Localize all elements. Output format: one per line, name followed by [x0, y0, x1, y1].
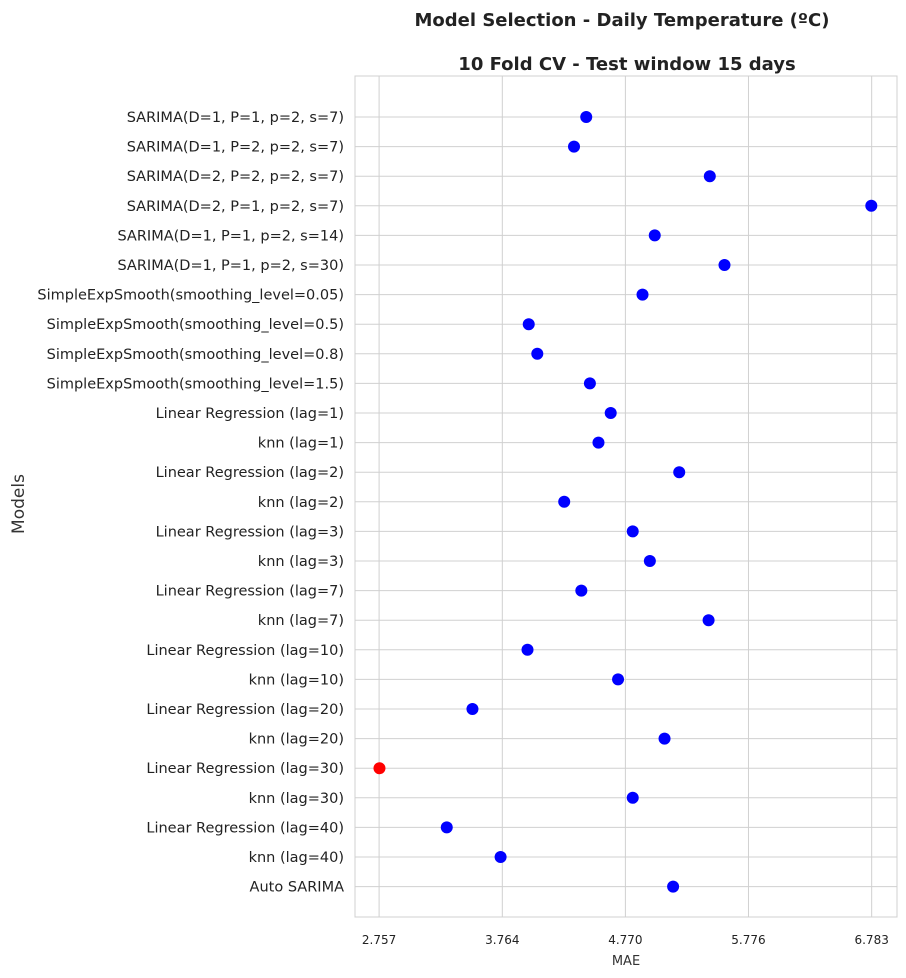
y-tick-label: Linear Regression (lag=40)	[146, 820, 344, 836]
data-point	[580, 111, 593, 123]
x-axis-label: MAE	[612, 954, 640, 969]
x-tick-label: 6.783	[854, 933, 888, 947]
data-point	[604, 407, 617, 419]
x-tick-label: 4.770	[608, 933, 642, 947]
data-point	[521, 643, 534, 656]
y-tick-label: knn (lag=3)	[258, 554, 344, 570]
data-point	[575, 584, 588, 597]
y-tick-label: SimpleExpSmooth(smoothing_level=0.05)	[37, 288, 344, 304]
x-tick-label: 3.764	[485, 933, 519, 947]
x-tick-label: 5.776	[731, 933, 765, 947]
data-points	[373, 111, 878, 893]
y-tick-label: SARIMA(D=1, P=1, p=2, s=30)	[117, 258, 344, 274]
data-point	[466, 703, 479, 715]
y-tick-label: knn (lag=7)	[258, 613, 344, 629]
data-point	[702, 614, 715, 627]
data-point	[718, 259, 731, 271]
y-tick-label: knn (lag=10)	[249, 672, 344, 688]
y-tick-label: SARIMA(D=1, P=1, p=2, s=14)	[117, 228, 344, 244]
y-tick-label: SARIMA(D=2, P=1, p=2, s=7)	[127, 199, 344, 215]
y-tick-label: Linear Regression (lag=3)	[156, 524, 344, 540]
data-point	[583, 377, 596, 390]
y-tick-label: Linear Regression (lag=2)	[156, 465, 344, 481]
y-tick-label: SARIMA(D=2, P=2, p=2, s=7)	[127, 169, 344, 185]
y-tick-label: Linear Regression (lag=1)	[156, 406, 344, 422]
data-point	[626, 791, 639, 804]
y-tick-label: SimpleExpSmooth(smoothing_level=1.5)	[47, 376, 344, 392]
data-point	[703, 170, 716, 183]
y-tick-label: knn (lag=2)	[258, 495, 344, 511]
data-point	[440, 821, 453, 834]
grid	[355, 76, 897, 917]
data-point	[648, 229, 661, 242]
y-tick-label: knn (lag=30)	[249, 791, 344, 807]
data-point	[592, 436, 605, 449]
y-tick-label: SimpleExpSmooth(smoothing_level=0.5)	[47, 317, 344, 333]
chart-title: 10 Fold CV - Test window 15 days	[458, 54, 795, 75]
y-tick-label: knn (lag=40)	[249, 850, 344, 866]
y-tick-label: Linear Regression (lag=10)	[146, 643, 344, 659]
y-tick-labels: SARIMA(D=1, P=1, p=2, s=7) SARIMA(D=1, P=…	[37, 110, 344, 896]
y-tick-label: SARIMA(D=1, P=2, p=2, s=7)	[127, 140, 344, 156]
y-tick-label: knn (lag=20)	[249, 732, 344, 748]
y-tick-label: Linear Regression (lag=7)	[156, 584, 344, 600]
y-tick-label: Auto SARIMA	[250, 880, 345, 896]
y-axis-label: Models	[9, 474, 29, 534]
data-point	[494, 851, 507, 863]
plot-area-frame	[354, 75, 898, 918]
data-point	[865, 199, 878, 212]
data-point	[558, 495, 571, 508]
data-point	[658, 732, 671, 745]
x-tick-label: 2.757	[362, 933, 396, 947]
chart-suptitle: Model Selection - Daily Temperature (ºC)	[415, 10, 830, 31]
y-tick-label: Linear Regression (lag=20)	[146, 702, 344, 718]
data-point	[522, 318, 535, 331]
data-point	[636, 288, 649, 301]
data-point	[568, 140, 581, 153]
y-tick-label: Linear Regression (lag=30)	[146, 761, 344, 777]
best-point	[373, 762, 386, 775]
data-point	[612, 673, 625, 686]
x-tick-labels: 2.757 3.764 4.770 5.776 6.783	[362, 933, 889, 947]
y-tick-label: SARIMA(D=1, P=1, p=2, s=7)	[127, 110, 344, 126]
y-tick-label: knn (lag=1)	[258, 436, 344, 452]
data-point	[667, 880, 680, 893]
data-point	[643, 555, 656, 567]
y-tick-label: SimpleExpSmooth(smoothing_level=0.8)	[47, 347, 344, 363]
data-point	[531, 347, 544, 360]
data-point	[626, 525, 639, 538]
data-point	[673, 466, 686, 479]
